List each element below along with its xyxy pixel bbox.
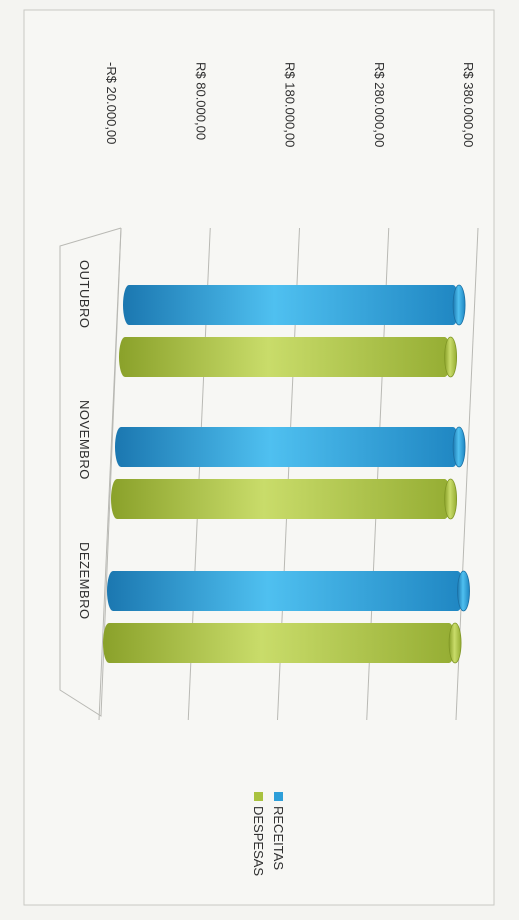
legend-swatch	[254, 792, 263, 801]
bar-cap	[444, 478, 458, 520]
legend: RECEITAS DESPESAS	[251, 792, 286, 876]
value-axis-tick-label: R$ 280.000,00	[372, 62, 387, 147]
bar-cap	[452, 284, 466, 326]
bar[interactable]	[119, 337, 451, 377]
value-axis-tick-label: R$ 180.000,00	[283, 62, 298, 147]
axis-floor	[59, 227, 122, 717]
legend-label: RECEITAS	[271, 806, 286, 870]
legend-swatch	[274, 792, 283, 801]
bar-cap	[448, 622, 462, 664]
value-axis-tick-label: R$ 80.000,00	[193, 62, 208, 140]
bar[interactable]	[123, 285, 460, 325]
bar-cap	[452, 426, 466, 468]
value-axis-tick-label: R$ 380.000,00	[461, 62, 476, 147]
value-axis-tick-label: -R$ 20.000,00	[104, 62, 119, 144]
legend-label: DESPESAS	[251, 806, 266, 876]
bar[interactable]	[115, 427, 460, 467]
category-axis-label: OUTUBRO	[77, 260, 92, 329]
bar[interactable]	[103, 623, 456, 663]
bar[interactable]	[107, 571, 464, 611]
category-axis-label: DEZEMBRO	[77, 542, 92, 620]
bar[interactable]	[111, 479, 451, 519]
bar-cap	[457, 570, 470, 612]
plot-area: -R$ 20.000,00 R$ 80.000,00 R$ 180.000,00 R$…	[59, 62, 479, 721]
category-axis-label: NOVEMBRO	[77, 400, 92, 480]
bar-cap	[444, 336, 458, 378]
